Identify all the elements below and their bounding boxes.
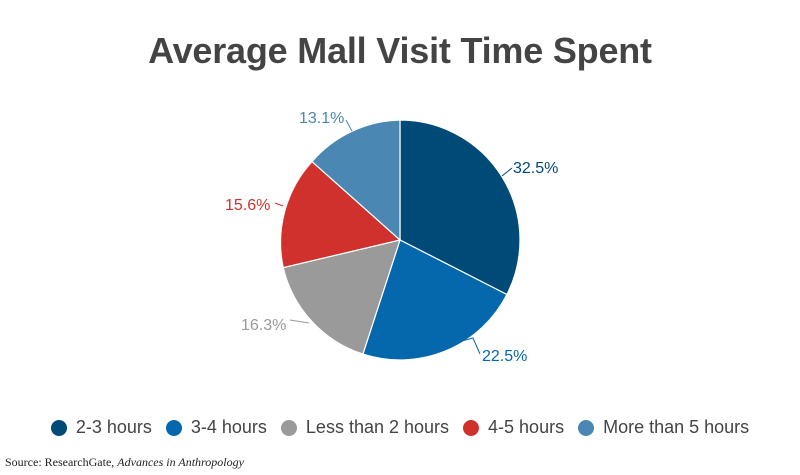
source-publication: Advances in Anthropology [117,455,244,469]
label-2-3-hours: 32.5% [513,160,558,177]
legend-label: Less than 2 hours [305,417,450,437]
source-note: Source: ResearchGate, Advances in Anthro… [5,455,244,470]
leader-line-15-6 [274,202,284,207]
label-less-than-2-hours: 16.3% [241,317,286,334]
slice-less-than-2-hours[interactable] [282,239,401,355]
leader-line-13-1 [345,119,353,132]
label-more-than-5-hours: 13.1% [299,110,344,127]
chart-legend: 2-3 hours 3-4 hours Less than 2 hours 4-… [0,417,800,438]
legend-dot-icon [280,419,297,436]
leader-line-16-3 [289,319,310,324]
slice-3-4-hours[interactable] [362,239,508,361]
legend-item-3-4-hours[interactable]: 3-4 hours [165,417,267,438]
legend-dot-icon [463,419,480,436]
slice-2-3-hours[interactable] [399,119,521,296]
label-3-4-hours: 22.5% [482,348,527,365]
legend-label: 3-4 hours [190,417,267,437]
slice-4-5-hours[interactable] [279,160,402,269]
legend-item-2-3-hours[interactable]: 2-3 hours [50,417,152,438]
legend-dot-icon [165,419,182,436]
chart-title: Average Mall Visit Time Spent [148,30,652,71]
legend-item-more-than-5-hours[interactable]: More than 5 hours [578,417,749,438]
source-prefix: Source: ResearchGate, [5,455,118,469]
leader-line-32-5 [501,167,513,177]
slice-more-than-5-hours[interactable] [311,119,401,242]
legend-label: 4-5 hours [488,417,565,437]
legend-item-4-5-hours[interactable]: 4-5 hours [463,417,564,438]
legend-dot-icon [50,419,67,436]
legend-dot-icon [578,419,595,436]
legend-label: More than 5 hours [603,417,750,437]
legend-item-less-than-2-hours[interactable]: Less than 2 hours [280,417,450,438]
legend-label: 2-3 hours [75,417,152,437]
leader-line-22-5 [446,337,481,355]
label-4-5-hours: 15.6% [225,197,270,214]
